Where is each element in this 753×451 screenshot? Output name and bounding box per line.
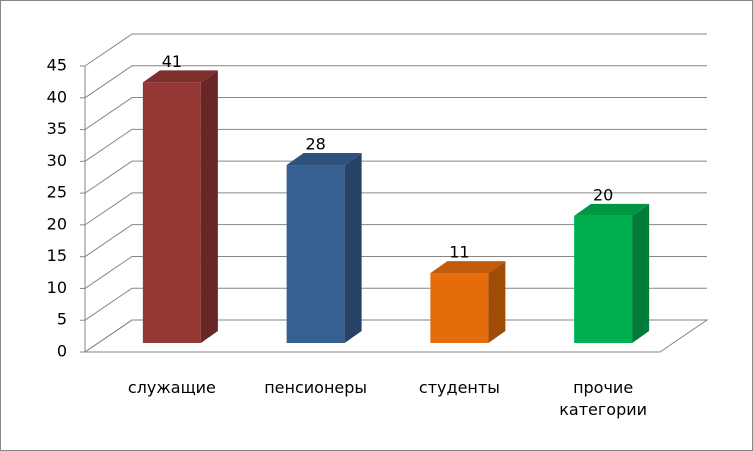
y-tick-label: 45 <box>47 56 67 75</box>
data-label: 20 <box>593 185 613 204</box>
bar-side <box>632 203 650 343</box>
y-tick-label: 40 <box>47 87 67 106</box>
y-tick-label: 5 <box>57 310 67 329</box>
y-tick-label: 25 <box>47 183 67 202</box>
y-tick-label: 10 <box>47 278 67 297</box>
grid-line <box>84 319 707 353</box>
y-tick-label: 35 <box>47 119 67 138</box>
grid-line <box>84 128 707 162</box>
bar-top <box>574 203 650 216</box>
x-tick-label: пенсионеры <box>264 378 368 397</box>
grid-line <box>84 192 707 226</box>
grid-line <box>84 97 707 130</box>
grid-line <box>84 255 707 289</box>
grid-line <box>84 224 707 258</box>
bar <box>142 82 201 343</box>
bar-side <box>488 261 506 343</box>
grid-line <box>84 65 707 99</box>
y-tick-label: 15 <box>47 246 67 265</box>
x-tick-label: служащие <box>127 378 216 397</box>
bar-top <box>286 153 362 166</box>
bar-side <box>344 153 362 343</box>
x-tick-label: студенты <box>418 378 500 397</box>
bar <box>286 165 345 343</box>
y-tick-label: 30 <box>47 151 67 170</box>
grid-line <box>84 160 707 194</box>
bar <box>574 215 633 343</box>
bar-top <box>142 70 218 83</box>
x-tick-label: прочие категории <box>559 378 648 419</box>
bar <box>430 273 489 343</box>
y-tick-label: 20 <box>47 214 67 233</box>
y-tick-label: 0 <box>57 342 67 361</box>
data-label: 41 <box>162 52 182 71</box>
bar-top <box>430 261 506 274</box>
bar-side <box>200 70 218 343</box>
grid-line <box>84 287 707 321</box>
data-label: 28 <box>305 135 325 154</box>
grid-line <box>84 33 707 67</box>
data-label: 11 <box>449 243 469 262</box>
